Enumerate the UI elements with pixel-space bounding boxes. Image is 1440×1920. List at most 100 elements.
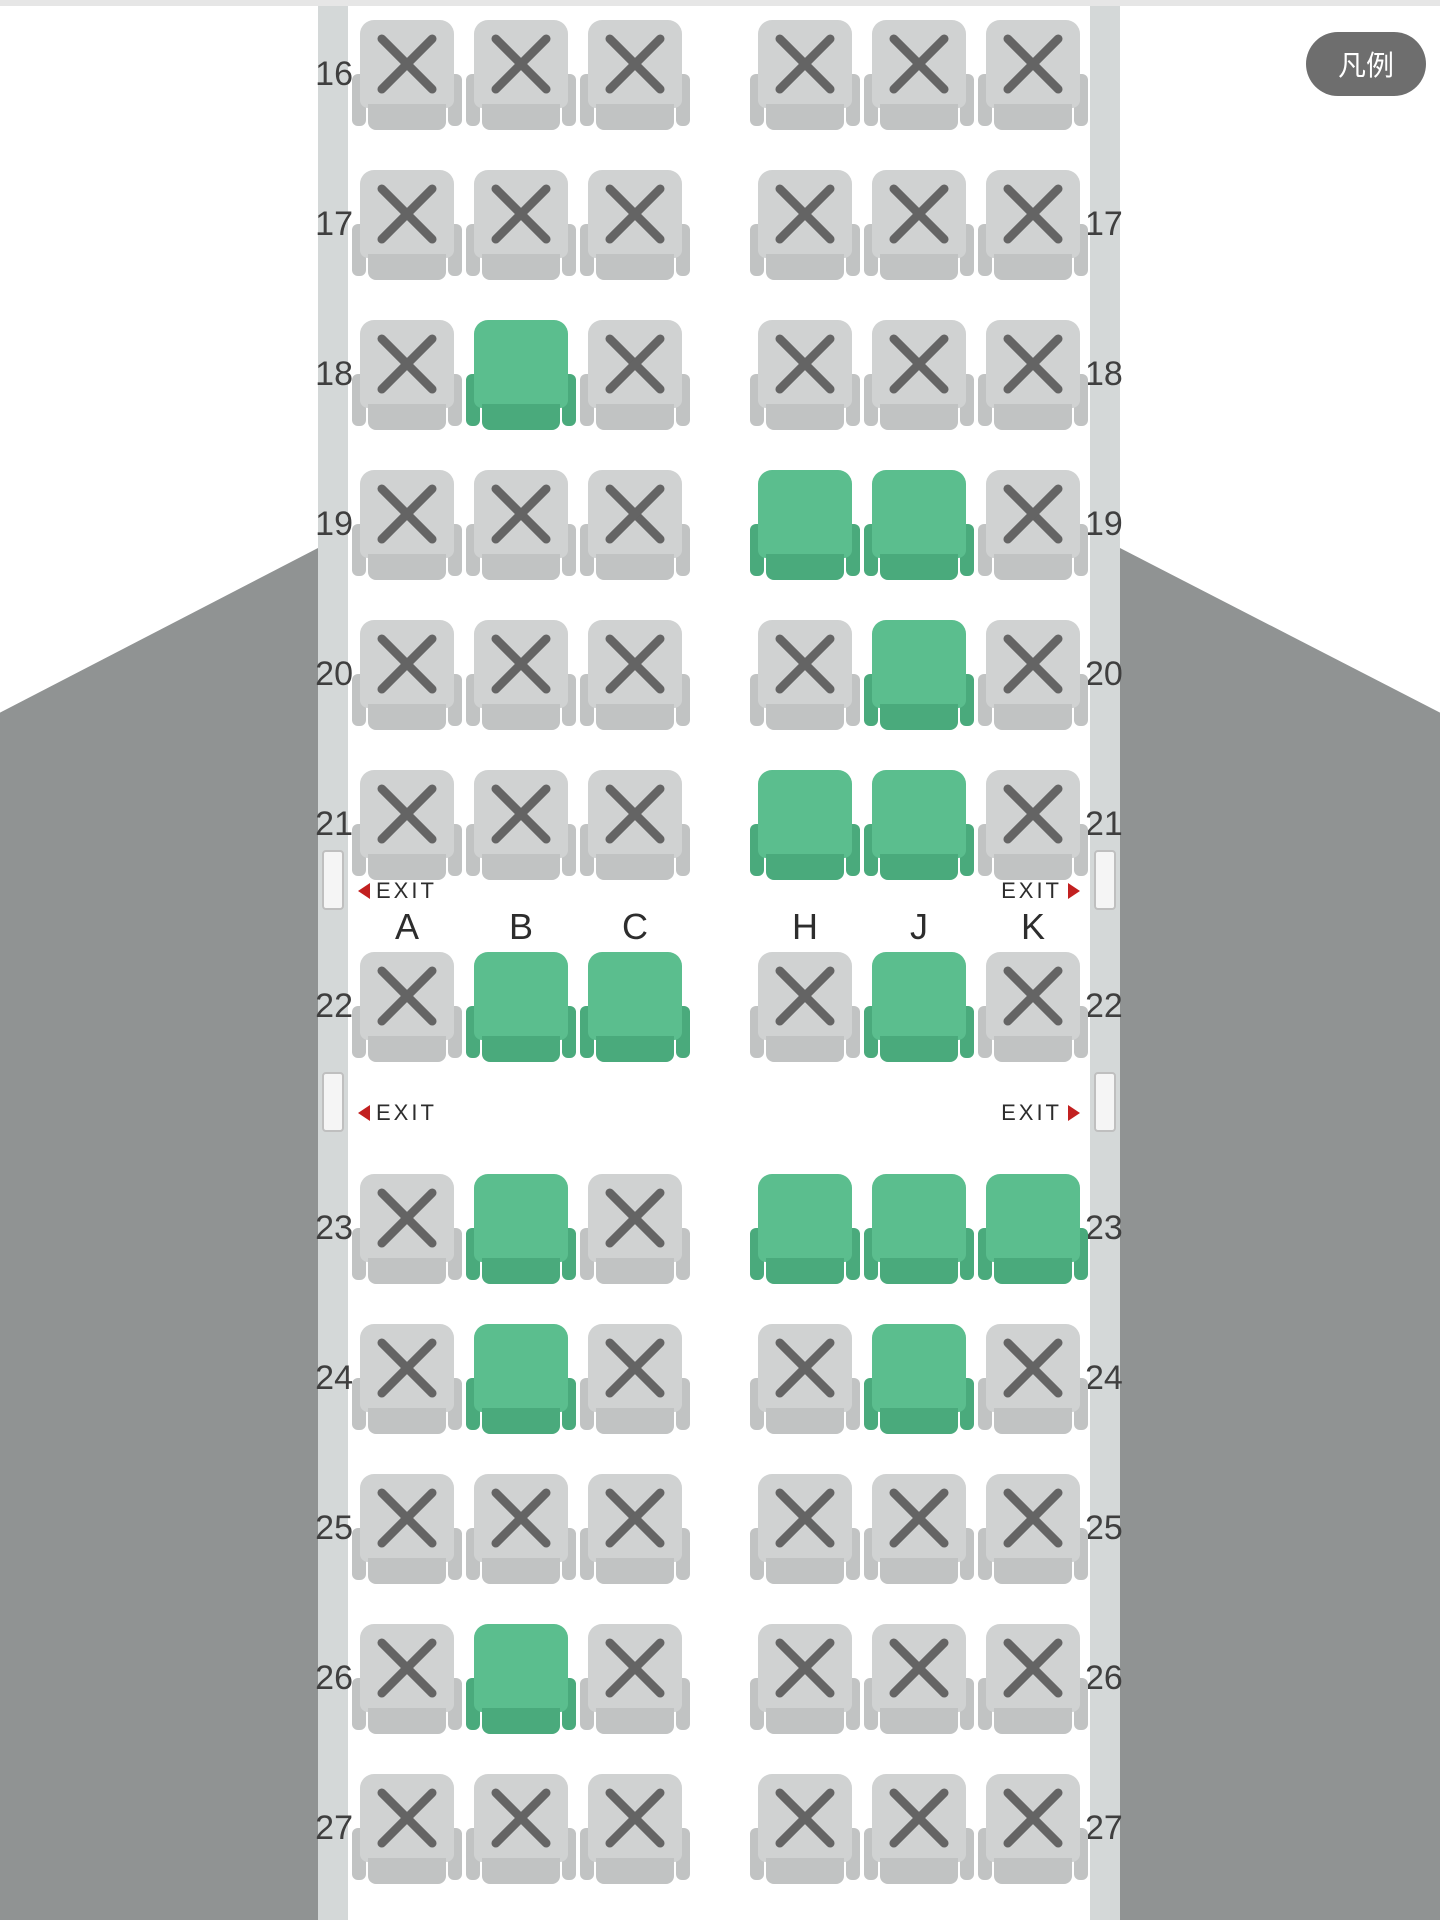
seat-group-right	[750, 1474, 1088, 1594]
seat-27B	[466, 1774, 576, 1894]
unavailable-x-icon	[872, 1474, 966, 1562]
seat-group-left	[352, 20, 690, 140]
seat-18C	[580, 320, 690, 440]
exit-row-1: EXITEXIT	[348, 1100, 1090, 1144]
exit-label-right: EXIT	[1001, 1100, 1080, 1126]
unavailable-x-icon	[588, 770, 682, 858]
seat-group-right	[750, 170, 1088, 290]
unavailable-x-icon	[758, 1624, 852, 1712]
unavailable-x-icon	[986, 1324, 1080, 1412]
seat-map-content: 1617171818191920202121222223232424252526…	[348, 6, 1090, 1920]
seat-group-left	[352, 1324, 690, 1444]
seat-18A	[352, 320, 462, 440]
fuselage-wall-right	[1090, 6, 1120, 1920]
unavailable-x-icon	[588, 1324, 682, 1412]
unavailable-x-icon	[588, 620, 682, 708]
seat-20J[interactable]	[864, 620, 974, 740]
seat-23J[interactable]	[864, 1174, 974, 1294]
seat-row-23: 2323	[348, 1174, 1090, 1299]
unavailable-x-icon	[758, 1324, 852, 1412]
seat-22K	[978, 952, 1088, 1072]
seat-22C[interactable]	[580, 952, 690, 1072]
seat-18J	[864, 320, 974, 440]
seat-row-18: 1818	[348, 320, 1090, 445]
seat-group-left	[352, 1774, 690, 1894]
seat-22J[interactable]	[864, 952, 974, 1072]
seat-19H[interactable]	[750, 470, 860, 590]
exit-text: EXIT	[1001, 1100, 1062, 1126]
unavailable-x-icon	[986, 1774, 1080, 1862]
unavailable-x-icon	[360, 470, 454, 558]
seat-26B[interactable]	[466, 1624, 576, 1744]
legend-button[interactable]: 凡例	[1306, 32, 1426, 96]
seat-17K	[978, 170, 1088, 290]
seat-group-right	[750, 1324, 1088, 1444]
seat-group-right	[750, 1774, 1088, 1894]
seat-17H	[750, 170, 860, 290]
unavailable-x-icon	[360, 1624, 454, 1712]
seat-group-right	[750, 1624, 1088, 1744]
unavailable-x-icon	[360, 20, 454, 108]
seat-24J[interactable]	[864, 1324, 974, 1444]
unavailable-x-icon	[474, 470, 568, 558]
unavailable-x-icon	[758, 320, 852, 408]
unavailable-x-icon	[360, 170, 454, 258]
seat-23H[interactable]	[750, 1174, 860, 1294]
seat-27A	[352, 1774, 462, 1894]
exit-row-0: EXITEXIT	[348, 878, 1090, 922]
seat-19J[interactable]	[864, 470, 974, 590]
seat-24B[interactable]	[466, 1324, 576, 1444]
unavailable-x-icon	[360, 1774, 454, 1862]
seat-group-left	[352, 1474, 690, 1594]
seat-21J[interactable]	[864, 770, 974, 890]
unavailable-x-icon	[360, 1474, 454, 1562]
exit-triangle-icon	[358, 1105, 370, 1121]
seat-16B	[466, 20, 576, 140]
seat-20B	[466, 620, 576, 740]
seat-27H	[750, 1774, 860, 1894]
seat-18H	[750, 320, 860, 440]
seat-23K[interactable]	[978, 1174, 1088, 1294]
seat-row-22: 2222	[348, 952, 1090, 1077]
seat-row-19: 1919	[348, 470, 1090, 595]
seat-group-right	[750, 1174, 1088, 1294]
unavailable-x-icon	[758, 952, 852, 1040]
seat-16A	[352, 20, 462, 140]
seat-row-27: 2727	[348, 1774, 1090, 1899]
unavailable-x-icon	[474, 770, 568, 858]
seat-26J	[864, 1624, 974, 1744]
unavailable-x-icon	[986, 620, 1080, 708]
unavailable-x-icon	[474, 620, 568, 708]
seat-22B[interactable]	[466, 952, 576, 1072]
exit-door-left-0	[322, 850, 344, 910]
unavailable-x-icon	[758, 20, 852, 108]
seat-row-21: 2121	[348, 770, 1090, 895]
wing-right	[1120, 548, 1440, 1920]
seat-21C	[580, 770, 690, 890]
seat-23C	[580, 1174, 690, 1294]
seat-27K	[978, 1774, 1088, 1894]
unavailable-x-icon	[986, 170, 1080, 258]
unavailable-x-icon	[588, 1774, 682, 1862]
exit-door-left-1	[322, 1072, 344, 1132]
seat-group-right	[750, 952, 1088, 1072]
seat-row-20: 2020	[348, 620, 1090, 745]
seat-group-left	[352, 1624, 690, 1744]
seat-27J	[864, 1774, 974, 1894]
unavailable-x-icon	[588, 1624, 682, 1712]
seat-23B[interactable]	[466, 1174, 576, 1294]
exit-text: EXIT	[1001, 878, 1062, 904]
seat-group-right	[750, 620, 1088, 740]
unavailable-x-icon	[872, 320, 966, 408]
seat-18B[interactable]	[466, 320, 576, 440]
unavailable-x-icon	[872, 1624, 966, 1712]
unavailable-x-icon	[588, 170, 682, 258]
unavailable-x-icon	[986, 1624, 1080, 1712]
unavailable-x-icon	[474, 20, 568, 108]
seat-21H[interactable]	[750, 770, 860, 890]
seat-25C	[580, 1474, 690, 1594]
seat-group-left	[352, 170, 690, 290]
unavailable-x-icon	[872, 1774, 966, 1862]
seat-17J	[864, 170, 974, 290]
seat-group-right	[750, 770, 1088, 890]
